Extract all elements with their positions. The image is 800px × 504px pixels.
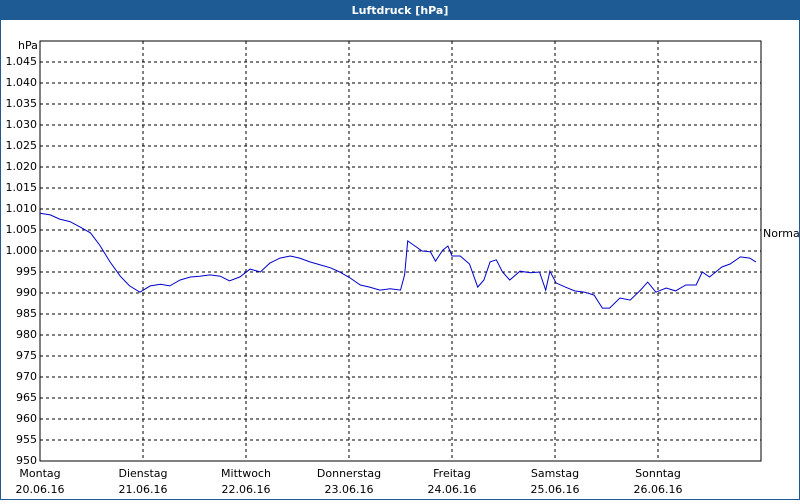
data-line	[39, 212, 757, 309]
x-tick-label: Samstag	[531, 467, 579, 480]
y-tick-label: 995	[16, 265, 37, 278]
y-tick-label: 1.000	[6, 244, 38, 257]
y-tick-label: 1.030	[6, 118, 38, 131]
y-tick-label: 960	[16, 412, 37, 425]
y-tick-label: 1.040	[6, 76, 38, 89]
y-tick-label: 1.045	[6, 55, 38, 68]
x-tick-date: 21.06.16	[119, 483, 168, 496]
y-tick-label: 990	[16, 286, 37, 299]
x-tick-label: Montag	[19, 467, 60, 480]
y-tick-label: 1.005	[6, 223, 38, 236]
y-axis-unit: hPa	[18, 39, 38, 52]
x-tick-label: Donnerstag	[317, 467, 381, 480]
x-tick-label: Sonntag	[635, 467, 681, 480]
y-tick-label: 955	[16, 433, 37, 446]
title-bar	[0, 0, 800, 20]
x-tick-label: Dienstag	[118, 467, 167, 480]
chart-title: Luftdruck [hPa]	[352, 4, 449, 17]
x-tick-label: Mittwoch	[221, 467, 271, 480]
y-tick-label: 1.010	[6, 202, 38, 215]
y-tick-label: 985	[16, 307, 37, 320]
x-tick-date: 20.06.16	[16, 483, 65, 496]
x-tick-date: 26.06.16	[634, 483, 683, 496]
plot-border	[39, 40, 762, 462]
y-tick-label: 970	[16, 370, 37, 383]
y-tick-label: 1.020	[6, 160, 38, 173]
annotation: Normal	[763, 227, 800, 240]
y-tick-label: 1.015	[6, 181, 38, 194]
y-tick-label: 975	[16, 349, 37, 362]
x-tick-date: 22.06.16	[222, 483, 271, 496]
x-tick-date: 24.06.16	[428, 483, 477, 496]
y-tick-label: 1.025	[6, 139, 38, 152]
x-tick-date: 25.06.16	[531, 483, 580, 496]
x-tick-date: 23.06.16	[325, 483, 374, 496]
y-tick-label: 1.035	[6, 97, 38, 110]
y-tick-label: 980	[16, 328, 37, 341]
y-tick-label: 950	[16, 454, 37, 467]
x-tick-label: Freitag	[433, 467, 471, 480]
y-tick-label: 965	[16, 391, 37, 404]
